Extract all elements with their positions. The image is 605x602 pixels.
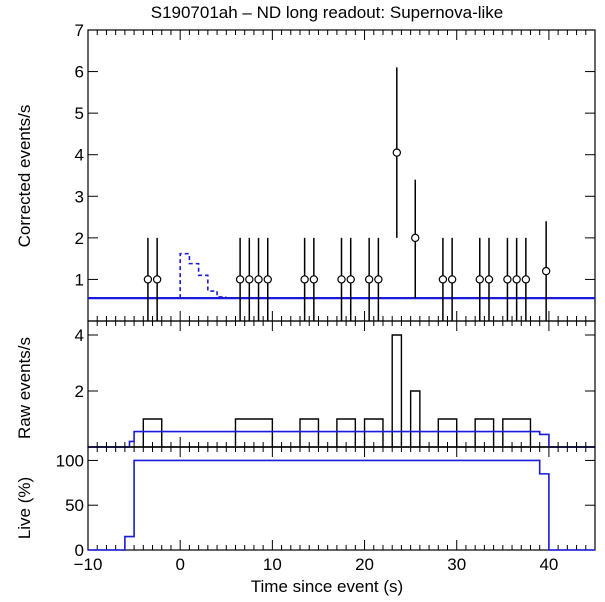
raw-hist-bar: [502, 418, 532, 447]
data-point: [309, 275, 319, 284]
chart-title: S190701ah – ND long readout: Supernova-l…: [151, 3, 504, 22]
data-point: [245, 275, 254, 284]
data-point: [235, 275, 245, 284]
raw-hist-bar: [363, 418, 384, 447]
plot-frame-raw: [87, 320, 596, 448]
raw-hist-bar: [409, 390, 421, 447]
data-point: [521, 275, 531, 284]
y-tick-label-corrected: 7: [75, 21, 84, 40]
data-point: [300, 275, 309, 284]
y-tick-label-corrected: 3: [75, 187, 84, 206]
ylabel-corrected: Corrected events/s: [15, 105, 34, 248]
data-point: [484, 275, 494, 284]
data-point: [337, 275, 346, 284]
raw-hist-bar: [299, 418, 320, 447]
y-tick-label-corrected: 4: [75, 146, 84, 165]
data-point: [392, 148, 402, 157]
raw-background-step: [88, 430, 595, 448]
x-tick-label: 40: [539, 555, 558, 574]
x-tick-label: 10: [263, 555, 282, 574]
y-tick-label-live: 50: [65, 496, 84, 515]
raw-hist-bar: [142, 418, 163, 447]
y-tick-label-live: 100: [56, 451, 84, 470]
raw-hist-bar: [336, 418, 357, 447]
data-point: [263, 275, 272, 284]
y-tick-label-raw: 2: [75, 382, 84, 401]
panel-raw: 24: [75, 320, 596, 448]
plot-frame-live: [87, 446, 596, 551]
raw-hist-bar: [474, 418, 495, 447]
panel-corrected: 1 2 3 4 5 6 7: [75, 21, 596, 322]
live-fraction-step: [88, 459, 595, 551]
y-tick-label-raw: 4: [75, 326, 84, 345]
data-point: [447, 275, 457, 284]
data-point: [475, 275, 484, 284]
raw-hist-bar: [391, 334, 403, 447]
y-tick-label-live: 0: [75, 541, 84, 560]
x-tick-label: −10: [74, 555, 103, 574]
raw-hist-bar: [437, 418, 458, 447]
raw-hist-bar: [234, 418, 274, 447]
data-point: [152, 275, 162, 284]
data-point: [254, 275, 263, 284]
data-point: [374, 275, 383, 284]
ylabel-live: Live (%): [15, 477, 34, 539]
data-point: [143, 275, 153, 284]
data-point: [503, 275, 512, 284]
x-tick-label: 0: [175, 555, 184, 574]
y-tick-label-corrected: 1: [75, 270, 84, 289]
data-point: [512, 275, 521, 284]
ylabel-raw: Raw events/s: [15, 337, 34, 439]
y-tick-label-corrected: 6: [75, 63, 84, 82]
data-point: [541, 266, 551, 276]
data-point: [438, 275, 448, 284]
y-tick-label-corrected: 2: [75, 229, 84, 248]
data-point: [346, 275, 355, 284]
signal-model-line: [179, 252, 227, 299]
data-point: [411, 233, 420, 243]
x-axis-label: Time since event (s): [251, 577, 403, 596]
data-point: [364, 275, 374, 284]
x-tick-label: 20: [355, 555, 374, 574]
y-tick-label-corrected: 5: [75, 104, 84, 123]
x-tick-label: 30: [447, 555, 466, 574]
